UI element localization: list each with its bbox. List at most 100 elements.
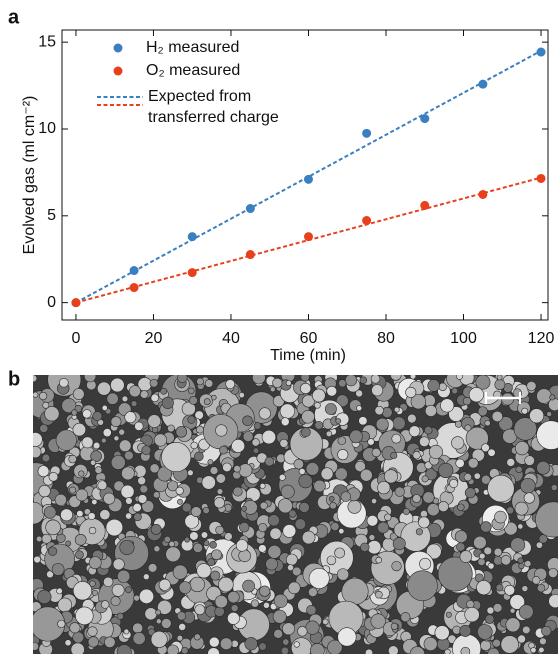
particle <box>78 470 85 477</box>
point <box>362 215 372 225</box>
particle <box>272 609 287 624</box>
particle <box>155 618 162 625</box>
particle <box>219 445 228 455</box>
particle <box>158 578 171 591</box>
y-axis-title: Evolved gas (ml cm⁻²) <box>21 96 38 255</box>
particle <box>424 404 437 417</box>
particle <box>301 409 315 424</box>
particle <box>200 531 209 539</box>
particle <box>139 484 149 494</box>
fit-line <box>75 49 542 304</box>
particle <box>81 436 94 449</box>
particle <box>549 394 556 401</box>
particle <box>391 560 402 572</box>
particle <box>230 604 239 612</box>
particle <box>110 596 121 607</box>
particle <box>292 566 302 577</box>
particle <box>548 594 558 609</box>
particle <box>427 379 440 392</box>
particle <box>306 604 317 616</box>
particle <box>43 506 57 519</box>
particle <box>194 451 204 462</box>
legend-marker <box>113 66 123 76</box>
particle <box>371 384 384 397</box>
particle <box>33 445 42 459</box>
particle <box>390 622 399 631</box>
particle <box>426 543 442 560</box>
particle <box>425 468 438 481</box>
particle <box>520 478 536 494</box>
particle <box>375 556 383 564</box>
particle <box>371 447 381 458</box>
particle <box>215 473 226 484</box>
particle <box>454 530 468 543</box>
particle <box>478 552 486 560</box>
particle <box>216 488 224 495</box>
particle <box>287 581 301 595</box>
particle <box>61 398 77 414</box>
particle <box>328 496 335 502</box>
point <box>420 200 430 210</box>
particle <box>390 451 398 460</box>
particle <box>110 455 126 470</box>
particle <box>269 386 276 393</box>
particle <box>225 379 236 389</box>
particle <box>238 549 251 563</box>
particle <box>535 541 543 549</box>
particle <box>377 521 390 534</box>
particle <box>90 459 97 466</box>
particle <box>374 590 383 599</box>
particle <box>468 387 484 403</box>
panel-label: b <box>8 368 20 390</box>
particle <box>359 468 373 482</box>
particle <box>393 406 400 413</box>
particle <box>495 583 504 592</box>
particle <box>202 506 210 514</box>
particle <box>242 415 253 427</box>
particle <box>494 510 507 524</box>
particle <box>456 375 464 380</box>
particle <box>418 516 430 529</box>
particle <box>104 636 116 649</box>
particle <box>39 423 49 433</box>
particle <box>536 420 558 450</box>
particle <box>301 394 315 408</box>
particle <box>253 422 262 430</box>
particle <box>233 465 241 473</box>
particle <box>370 375 381 384</box>
particle <box>258 523 268 533</box>
particle <box>437 501 449 513</box>
particle <box>177 375 188 383</box>
particle <box>484 614 495 624</box>
particle <box>466 600 475 609</box>
particle <box>349 429 363 444</box>
particle <box>424 426 433 435</box>
particle <box>515 440 530 456</box>
particle <box>415 528 423 536</box>
particle <box>308 587 318 597</box>
particle <box>298 468 306 475</box>
particle <box>440 398 455 413</box>
particle <box>38 391 48 401</box>
particle <box>190 506 202 518</box>
particle <box>44 406 60 422</box>
particle <box>165 546 181 563</box>
particle <box>123 628 130 635</box>
particle <box>524 560 532 568</box>
particle <box>320 540 354 575</box>
particle <box>374 405 384 416</box>
particle <box>383 469 398 484</box>
particle <box>55 429 77 451</box>
particle <box>477 624 493 640</box>
particle <box>280 646 290 654</box>
particle <box>327 639 343 654</box>
particle <box>259 501 268 510</box>
particle <box>336 394 349 408</box>
particle <box>105 518 124 537</box>
particle <box>33 642 39 651</box>
particle <box>421 475 429 483</box>
particle <box>371 498 378 505</box>
particle <box>56 587 63 595</box>
particle <box>285 380 292 386</box>
particle <box>477 557 486 566</box>
